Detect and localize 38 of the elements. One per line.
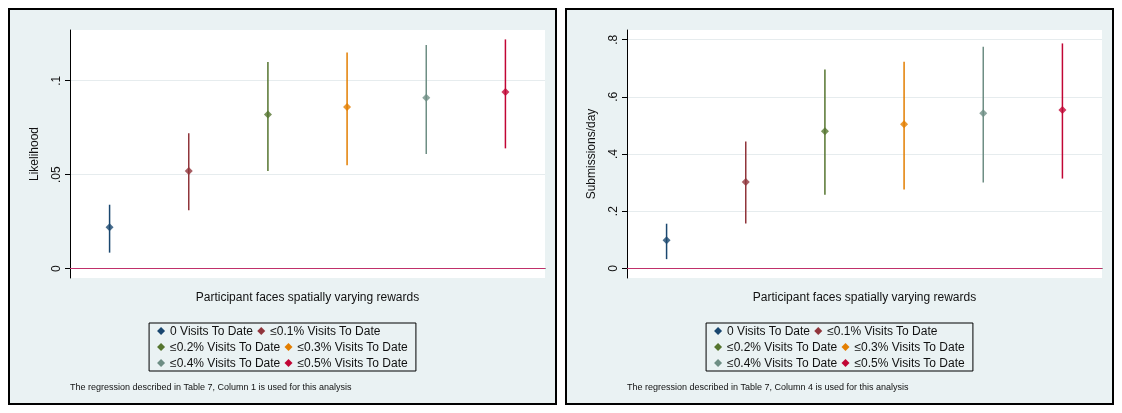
point [343, 103, 352, 112]
point [105, 223, 114, 232]
legend-label: ≤0.3% Visits To Date [854, 340, 966, 354]
legend-label: ≤0.1% Visits To Date [270, 324, 381, 338]
y-tick-label: .2 [606, 205, 620, 217]
y-tick-label: .4 [606, 148, 620, 160]
y-tick-label: .6 [606, 91, 620, 102]
point [662, 236, 671, 245]
legend-label: ≤0.2% Visits To Date [170, 340, 281, 354]
text: The regression described in Table 7, Column 4 is used for this analysis [627, 381, 909, 392]
legend-label: ≤0.5% Visits To Date [854, 356, 966, 370]
y-axis-title: Submissions/day [584, 108, 598, 200]
point [979, 109, 988, 118]
y-tick-label: .1 [49, 75, 63, 86]
point [422, 93, 431, 102]
text: The regression described in Table 7, Column 1 is used for this analysis [70, 381, 352, 392]
legend-label: ≤0.1% Visits To Date [827, 324, 938, 338]
y-tick-label: .05 [49, 166, 63, 184]
y-axis-title: Likelihood [27, 126, 41, 182]
point [820, 127, 829, 136]
legend-label: ≤0.3% Visits To Date [297, 340, 409, 354]
legend-label: 0 Visits To Date [170, 324, 254, 338]
point [184, 166, 193, 175]
legend-label: 0 Visits To Date [727, 324, 811, 338]
point [1058, 106, 1067, 114]
y-tick-label: .8 [606, 34, 620, 45]
legend-label: ≤0.5% Visits To Date [297, 356, 409, 370]
point [501, 88, 510, 96]
y-tick-label: 0 [49, 264, 63, 272]
point [263, 110, 272, 119]
y-tick-label: 0 [606, 264, 620, 272]
legend-label: ≤0.4% Visits To Date [170, 356, 281, 370]
x-axis-title: Participant faces spatially varying rewards [195, 289, 420, 304]
point [900, 120, 909, 129]
point [741, 178, 750, 186]
legend-label: ≤0.2% Visits To Date [727, 340, 838, 354]
x-axis-title: Participant faces spatially varying rewards [752, 289, 977, 304]
legend-label: ≤0.4% Visits To Date [727, 356, 838, 370]
